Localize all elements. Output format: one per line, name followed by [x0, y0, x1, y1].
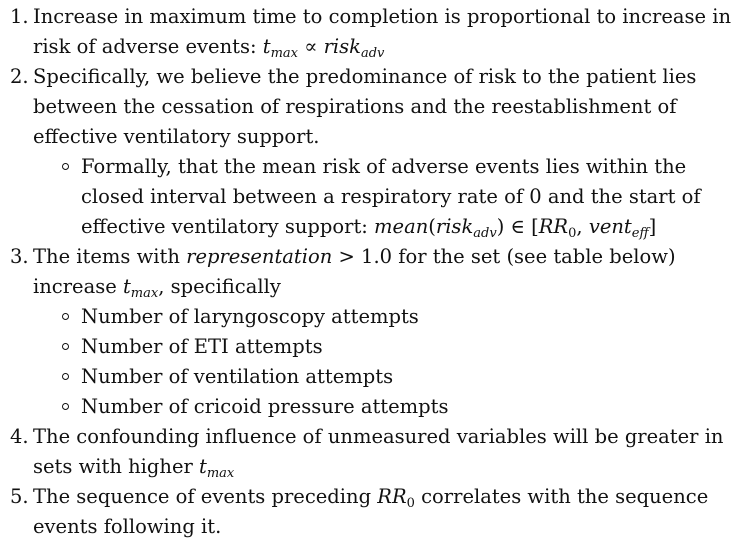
math-rr-sub: 0	[568, 226, 577, 241]
list-item-2: 2. Specifically, we believe the predomin…	[0, 62, 751, 242]
math-bracket-close: ]	[648, 215, 657, 238]
item-number: 5.	[10, 485, 29, 508]
math-t-sub: max	[130, 286, 159, 301]
item-text: The sequence of events preceding	[33, 485, 378, 508]
math-rr: RR	[377, 485, 407, 508]
sub-item-text: Number of ETI attempts	[81, 335, 323, 358]
item-number: 3.	[10, 245, 29, 268]
math-propto: ∝	[298, 35, 324, 58]
sub-list-item: Number of cricoid pressure attempts	[0, 392, 751, 422]
math-representation: representation	[186, 245, 333, 268]
sub-item-text: Formally, that the mean risk of adverse …	[81, 155, 701, 238]
list-item-1: 1. Increase in maximum time to completio…	[0, 2, 751, 62]
sub-list-item: Number of ETI attempts	[0, 332, 751, 362]
circle-bullet-icon	[62, 163, 69, 170]
sub-item-text: Number of cricoid pressure attempts	[81, 395, 449, 418]
math-risk: risk	[323, 35, 361, 58]
math-t: t	[122, 275, 131, 298]
sub-list-item: Number of ventilation attempts	[0, 362, 751, 392]
item-number: 4.	[10, 425, 29, 448]
math-paren-close: )	[496, 215, 505, 238]
item-number: 2.	[10, 65, 29, 88]
item-text: for the set (see table below) increase	[33, 245, 676, 298]
item-text: Specifically, we believe the predominanc…	[33, 65, 697, 148]
math-t: t	[262, 35, 271, 58]
sub-item-text: Number of laryngoscopy attempts	[81, 305, 419, 328]
sub-list: Formally, that the mean risk of adverse …	[33, 152, 751, 242]
circle-bullet-icon	[62, 403, 69, 410]
math-risk: risk	[435, 215, 474, 238]
list-item-4: 4. The confounding influence of unmeasur…	[0, 422, 751, 482]
math-risk-sub: adv	[473, 226, 497, 241]
math-rr-sub: 0	[406, 496, 415, 511]
circle-bullet-icon	[62, 373, 69, 380]
math-in: ∈ [	[504, 215, 539, 238]
item-text: The items with	[33, 245, 187, 268]
math-risk-sub: adv	[360, 46, 385, 61]
item-text: , specifically	[158, 275, 281, 298]
math-rr: RR	[538, 215, 569, 238]
math-comma: ,	[576, 215, 589, 238]
sub-item-text: Number of ventilation attempts	[81, 365, 394, 388]
circle-bullet-icon	[62, 313, 69, 320]
list-item-3: 3. The items with representation > 1.0 f…	[0, 242, 751, 422]
math-t: t	[199, 455, 207, 478]
math-vent: vent	[588, 215, 632, 238]
list-item-5: 5. The sequence of events preceding RR0 …	[0, 482, 751, 542]
item-number: 1.	[10, 5, 29, 28]
math-gt: > 1.0	[332, 245, 393, 268]
sub-list-item: Number of laryngoscopy attempts	[0, 302, 751, 332]
math-paren-open: (	[428, 215, 436, 238]
math-vent-sub: eff	[631, 226, 649, 241]
sub-list-item: Formally, that the mean risk of adverse …	[0, 152, 751, 242]
circle-bullet-icon	[62, 343, 69, 350]
math-mean: mean	[374, 215, 429, 238]
item-text: The confounding influence of unmeasured …	[33, 425, 724, 478]
item-text: Increase in maximum time to completion i…	[33, 5, 732, 58]
math-t-sub: max	[270, 46, 298, 61]
math-t-sub: max	[206, 466, 235, 481]
item-text: correlates with the sequence events foll…	[33, 485, 709, 538]
sub-list: Number of laryngoscopy attempts Number o…	[33, 302, 751, 422]
